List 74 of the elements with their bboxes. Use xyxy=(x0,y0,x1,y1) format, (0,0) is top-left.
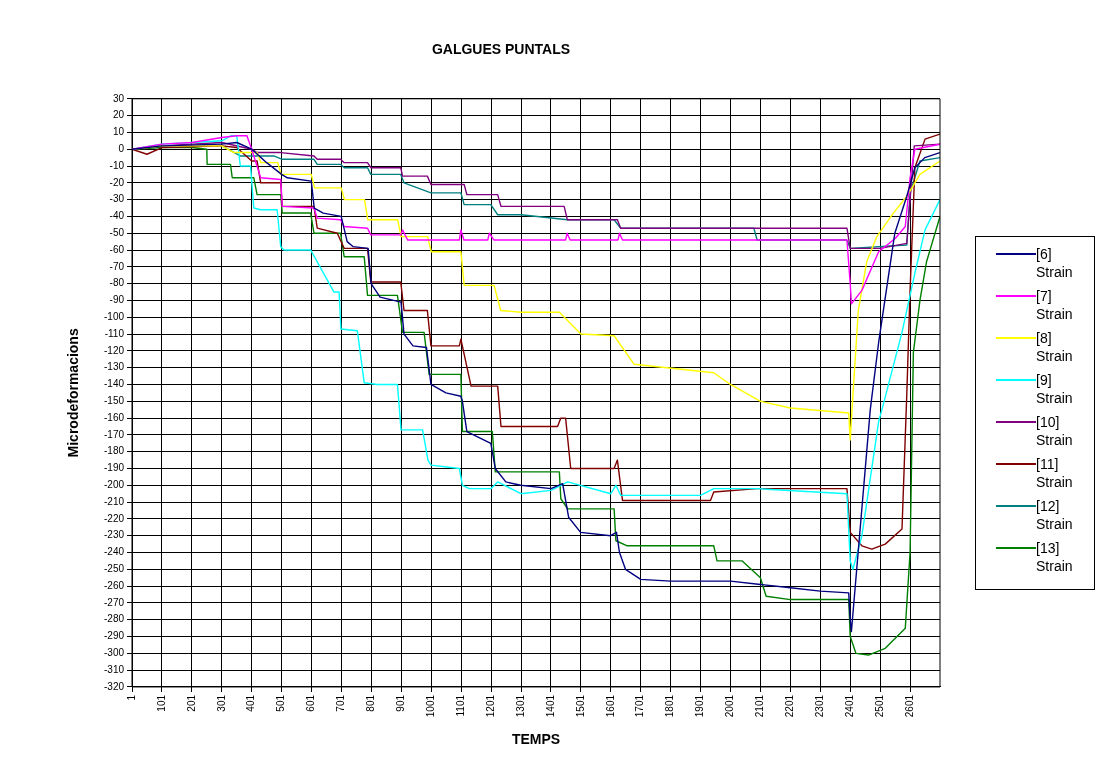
y-tick-label: -170 xyxy=(103,428,125,440)
legend-label: [10] Strain xyxy=(1036,413,1074,449)
x-tick-label: 1901 xyxy=(694,694,706,718)
y-tick-label: -290 xyxy=(103,630,125,642)
y-tick-label: -110 xyxy=(104,327,125,339)
x-tick-label: 801 xyxy=(365,694,377,712)
y-tick-label: -200 xyxy=(103,479,125,491)
y-tick-label: -140 xyxy=(103,378,125,390)
legend-label: [8] Strain xyxy=(1036,329,1074,365)
y-tick-label: -210 xyxy=(103,495,125,507)
y-tick-label: -100 xyxy=(103,311,125,323)
y-tick-label: -310 xyxy=(103,663,125,675)
y-tick-label: -250 xyxy=(103,563,125,575)
y-tick-label: -190 xyxy=(103,462,125,474)
x-tick-label: 701 xyxy=(335,694,347,712)
x-tick-label: 2201 xyxy=(784,694,796,718)
x-tick-label: 2501 xyxy=(873,694,885,718)
y-tick-label: -50 xyxy=(109,226,125,238)
legend-label: [13] Strain xyxy=(1036,539,1074,575)
y-tick-label: -20 xyxy=(109,176,125,188)
y-tick-label: -150 xyxy=(103,395,125,407)
y-tick-label: -40 xyxy=(109,210,125,222)
y-tick-label: -240 xyxy=(103,546,125,558)
legend-label: [6] Strain xyxy=(1036,245,1074,281)
x-tick-label: 601 xyxy=(305,694,317,712)
x-tick-label: 1801 xyxy=(664,694,676,718)
y-tick-label: -130 xyxy=(103,361,125,373)
legend-label: [7] Strain xyxy=(1036,287,1074,323)
legend-label: [9] Strain xyxy=(1036,371,1074,407)
x-tick-label: 2101 xyxy=(754,694,766,718)
x-tick-label: 1201 xyxy=(484,694,496,718)
x-tick-label: 2401 xyxy=(843,694,855,718)
x-tick-label: 1401 xyxy=(544,694,556,718)
y-tick-label: 30 xyxy=(112,92,125,104)
x-tick-label: 501 xyxy=(275,694,287,712)
legend-label: [12] Strain xyxy=(1036,497,1074,533)
x-tick-label: 1101 xyxy=(454,694,466,717)
x-tick-label: 1601 xyxy=(604,694,616,718)
y-tick-label: -30 xyxy=(109,193,125,205)
y-tick-label: -270 xyxy=(103,596,125,608)
y-tick-label: 0 xyxy=(118,142,125,154)
x-tick-label: 1501 xyxy=(574,694,586,718)
x-tick-label: 2001 xyxy=(724,694,736,718)
x-tick-label: 401 xyxy=(245,694,257,712)
x-tick-label: 1001 xyxy=(425,694,437,718)
x-tick-label: 1701 xyxy=(634,694,646,718)
x-tick-label: 201 xyxy=(185,694,197,712)
y-tick-label: -320 xyxy=(103,680,125,692)
y-tick-label: -120 xyxy=(103,344,125,356)
y-tick-label: -60 xyxy=(109,243,125,255)
x-tick-label: 301 xyxy=(215,694,227,712)
y-tick-label: -230 xyxy=(103,529,125,541)
x-tick-label: 2301 xyxy=(814,694,826,718)
y-tick-label: -70 xyxy=(109,260,125,272)
y-tick-label: -90 xyxy=(109,294,125,306)
x-tick-label: 1301 xyxy=(514,694,526,718)
y-tick-label: -220 xyxy=(103,512,125,524)
x-axis-title: TEMPS xyxy=(511,731,561,748)
y-tick-label: -160 xyxy=(103,411,125,423)
x-tick-label: 901 xyxy=(395,694,407,712)
y-tick-label: 10 xyxy=(112,126,125,138)
y-tick-label: -80 xyxy=(109,277,125,289)
y-tick-label: -260 xyxy=(103,579,125,591)
y-tick-label: -300 xyxy=(103,647,125,659)
x-tick-label: 101 xyxy=(155,694,167,712)
y-axis-title: Microdeformacions xyxy=(65,328,82,458)
x-tick-label: 2601 xyxy=(903,694,915,718)
y-tick-label: -280 xyxy=(103,613,125,625)
y-tick-label: -180 xyxy=(103,445,125,457)
y-tick-label: 20 xyxy=(112,109,125,121)
legend-label: [11] Strain xyxy=(1036,455,1074,491)
chart-title: GALGUES PUNTALS xyxy=(431,41,571,58)
x-tick-label: 1 xyxy=(125,694,137,701)
y-tick-label: -10 xyxy=(109,159,125,171)
